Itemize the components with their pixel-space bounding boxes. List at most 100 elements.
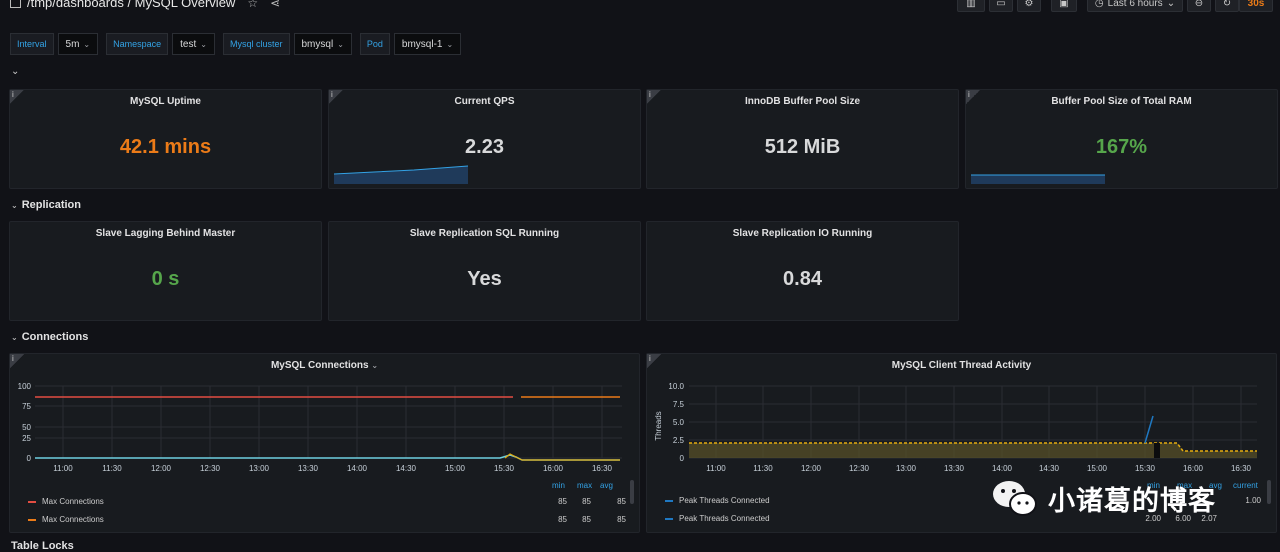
panel-title[interactable]: Buffer Pool Size of Total RAM (1051, 96, 1192, 107)
var-select-namespace[interactable]: test ⌄ (172, 33, 215, 55)
row-replication[interactable]: ⌄ Replication (11, 199, 81, 211)
chevron-down-icon: ⌄ (11, 333, 18, 342)
graph-panel-threads[interactable]: i MySQL Client Thread Activity Threads (646, 353, 1277, 533)
tv-mode-button[interactable]: ▣ (1051, 0, 1077, 12)
y-tick: 100 (18, 382, 32, 391)
chevron-down-icon: ⌄ (11, 201, 18, 210)
stat-panel-buffer-pool-size[interactable]: i InnoDB Buffer Pool Size 512 MiB (646, 89, 959, 189)
legend-swatch (28, 518, 36, 521)
var-select-interval[interactable]: 5m ⌄ (57, 33, 99, 55)
legend-label: Max Connections (42, 497, 104, 506)
var-select-cluster[interactable]: bmysql ⌄ (293, 33, 352, 55)
y-tick: 7.5 (673, 400, 685, 409)
info-icon[interactable]: i (10, 354, 24, 368)
x-tick: 15:00 (1087, 464, 1108, 473)
var-label-interval: Interval (10, 33, 54, 55)
series-threads-running (504, 453, 620, 461)
legend-avg: 85 (617, 497, 626, 506)
refresh-interval-label: 30s (1247, 0, 1265, 9)
legend-scrollbar[interactable] (630, 480, 634, 504)
add-panel-button[interactable]: ▥ (957, 0, 985, 12)
share-icon[interactable]: ⋖ (270, 0, 281, 10)
panel-title-wrap[interactable]: MySQL Connections ⌄ (10, 360, 639, 371)
y-tick: 5.0 (673, 418, 685, 427)
stat-panel-sql-running[interactable]: Slave Replication SQL Running Yes (328, 221, 641, 321)
legend-max: 6.00 (1175, 514, 1191, 523)
x-tick: 11:00 (53, 464, 73, 473)
legend-avg: 2.07 (1201, 514, 1217, 523)
x-tick: 11:00 (706, 464, 726, 473)
time-picker[interactable]: ◷ Last 6 hours ⌄ (1087, 0, 1183, 12)
panel-title[interactable]: MySQL Client Thread Activity (891, 360, 1032, 371)
save-dashboard-button[interactable]: ▭ (989, 0, 1013, 12)
var-select-pod[interactable]: bmysql-1 ⌄ (393, 33, 462, 55)
legend-item[interactable]: Max Connections (28, 497, 104, 506)
info-icon[interactable]: i (329, 90, 343, 104)
panel-title: MySQL Connections (270, 360, 369, 371)
chevron-down-icon: ⌄ (83, 39, 91, 49)
x-tick: 16:30 (1231, 464, 1252, 473)
stat-panel-uptime[interactable]: i MySQL Uptime 42.1 mins (9, 89, 322, 189)
y-tick: 0 (680, 454, 685, 463)
panel-title[interactable]: InnoDB Buffer Pool Size (745, 96, 860, 107)
info-icon[interactable]: i (647, 90, 661, 104)
dashboards-grid-icon[interactable] (10, 0, 21, 8)
refresh-button[interactable]: ↻ (1215, 0, 1239, 12)
panel-title[interactable]: Current QPS (454, 96, 515, 107)
stat-panel-io-running[interactable]: Slave Replication IO Running 0.84 (646, 221, 959, 321)
legend-header-avg[interactable]: avg (1209, 481, 1222, 490)
save-icon: ▭ (996, 0, 1006, 9)
x-tick: 16:00 (1183, 464, 1204, 473)
chevron-down-icon: ⌄ (11, 66, 20, 77)
legend-item[interactable]: Peak Threads Connected (665, 514, 770, 523)
breadcrumb[interactable]: /tmp/dashboards / MySQL Overview ☆ ⋖ (10, 0, 280, 10)
row-connections[interactable]: ⌄ Connections (11, 331, 88, 343)
legend-item[interactable]: Max Connections (28, 515, 104, 524)
y-tick: 75 (22, 402, 31, 411)
wechat-logo-icon (993, 481, 1037, 516)
time-range-label: Last 6 hours (1107, 0, 1163, 9)
star-icon[interactable]: ☆ (247, 0, 259, 10)
legend-scrollbar[interactable] (1267, 480, 1271, 504)
x-tick: 14:30 (396, 464, 417, 473)
legend-header-avg[interactable]: avg (600, 481, 613, 490)
panel-title[interactable]: MySQL Uptime (130, 96, 201, 107)
legend-header-min[interactable]: min (1147, 481, 1160, 490)
refresh-interval-picker[interactable]: 30s (1239, 0, 1273, 12)
graph-panel-connections[interactable]: i MySQL Connections ⌄ 100 75 (9, 353, 640, 533)
x-tick: 14:30 (1039, 464, 1060, 473)
row-table-locks[interactable]: Table Locks (11, 540, 74, 552)
x-tick: 12:00 (801, 464, 822, 473)
x-tick: 16:00 (543, 464, 564, 473)
var-label-pod: Pod (359, 33, 390, 55)
stat-value: 0 s (151, 268, 180, 290)
legend-header-min[interactable]: min (552, 481, 565, 490)
panel-title[interactable]: Slave Replication IO Running (732, 228, 873, 239)
threads-plot: Threads 10.0 7.5 5.0 2 (654, 382, 1257, 473)
stat-panel-slave-lag[interactable]: Slave Lagging Behind Master 0 s (9, 221, 322, 321)
row-title: Replication (21, 199, 81, 211)
info-icon[interactable]: i (647, 354, 661, 368)
gear-icon: ⚙ (1024, 0, 1034, 9)
y-tick: 25 (22, 434, 31, 443)
var-label-namespace: Namespace (106, 33, 169, 55)
series-gap (1154, 443, 1160, 458)
legend-swatch (28, 500, 36, 503)
dashboard-title[interactable]: /tmp/dashboards / MySQL Overview (27, 0, 236, 10)
zoom-out-button[interactable]: ⊖ (1187, 0, 1211, 12)
info-icon[interactable]: i (10, 90, 24, 104)
legend-avg: 85 (617, 515, 626, 524)
legend-header-current[interactable]: current (1233, 481, 1258, 490)
info-icon[interactable]: i (966, 90, 980, 104)
settings-button[interactable]: ⚙ (1017, 0, 1041, 12)
stat-value: Yes (467, 268, 502, 290)
legend-header-max[interactable]: max (577, 481, 593, 490)
panel-title[interactable]: Slave Lagging Behind Master (95, 228, 236, 239)
stat-value: 42.1 mins (119, 136, 212, 158)
stat-panel-buffer-pool-ram[interactable]: i Buffer Pool Size of Total RAM 167% (965, 89, 1278, 189)
legend-item[interactable]: Peak Threads Connected (665, 496, 770, 505)
panel-title[interactable]: Slave Replication SQL Running (409, 228, 560, 239)
collapse-row-toggle[interactable]: ⌄ (11, 66, 19, 77)
stat-panel-qps[interactable]: i Current QPS 2.23 (328, 89, 641, 189)
legend-header-max[interactable]: max (1177, 481, 1193, 490)
